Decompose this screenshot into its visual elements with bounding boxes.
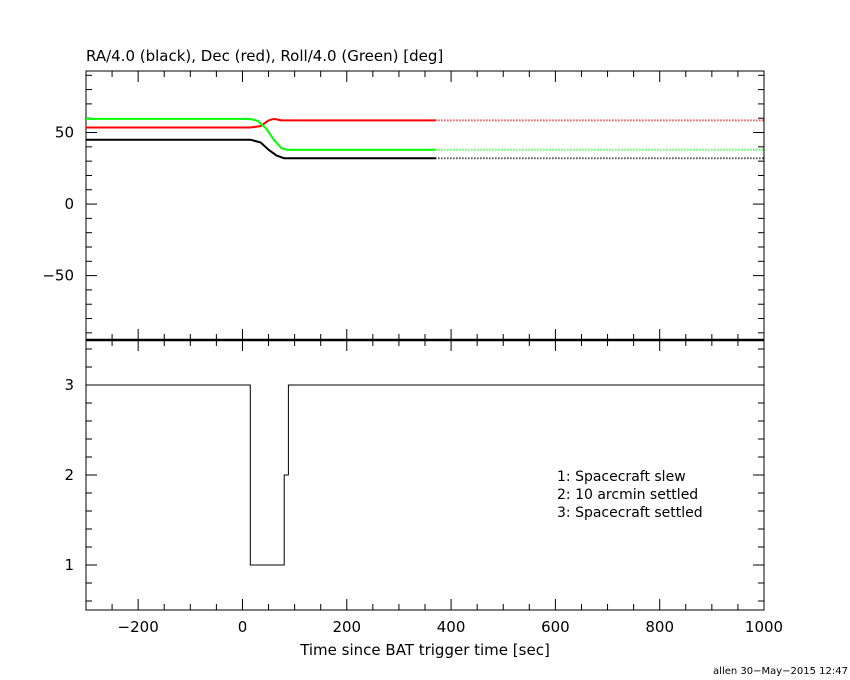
attitude-panel: −50 0 50 RA/4.0 (black), Dec (red), Roll/4… [42, 47, 765, 341]
status-x-tick-label: 800 [645, 618, 674, 636]
settle-status-panel-lines [86, 384, 764, 566]
attitude-panel-title: RA/4.0 (black), Dec (red), Roll/4.0 (Gre… [86, 47, 443, 65]
status-x-tick-label: 200 [332, 618, 361, 636]
legend-entry-settled: 3: Spacecraft settled [557, 505, 703, 521]
status-x-tick-label: 400 [437, 618, 466, 636]
legend-entry-slew: 1: Spacecraft slew [557, 469, 686, 485]
status-series-line-0 [86, 384, 764, 566]
settle-status-panel: 1 2 3 −200 0 200 400 600 800 1000 1: Spacecraft s… [64, 339, 783, 659]
status-y-tick-label: 1 [64, 556, 74, 574]
attitude-series-line-2 [86, 138, 436, 160]
attitude-y-tick-label: 0 [64, 195, 74, 213]
attitude-panel-lines [86, 117, 764, 160]
status-y-tick-label: 2 [64, 466, 74, 484]
attitude-series-line-1 [86, 117, 436, 151]
x-axis-label: Time since BAT trigger time [sec] [299, 641, 550, 659]
status-y-tick-label: 3 [64, 376, 74, 394]
status-x-tick-label: −200 [118, 618, 159, 636]
status-x-tick-label: 600 [541, 618, 570, 636]
attitude-y-tick-label: 50 [55, 124, 74, 142]
legend-entry-10-arcmin: 2: 10 arcmin settled [557, 487, 698, 503]
plot-credit: allen 30−May−2015 12:47 [713, 666, 848, 677]
status-x-tick-label: 1000 [745, 618, 783, 636]
status-x-tick-label: 0 [238, 618, 248, 636]
attitude-series-line-0 [86, 117, 436, 129]
attitude-y-tick-label: −50 [42, 267, 74, 285]
